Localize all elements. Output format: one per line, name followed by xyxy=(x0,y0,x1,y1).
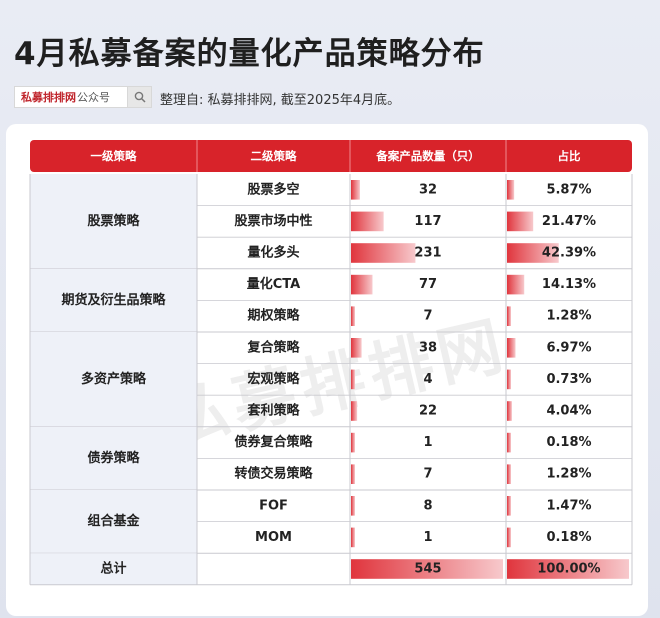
count-bar xyxy=(351,243,416,263)
share-value: 4.04% xyxy=(546,404,591,419)
strategy-label: 股票多空 xyxy=(247,181,299,197)
share-bar xyxy=(507,338,516,358)
group-cell-bg xyxy=(30,332,197,427)
strategy-label: 股票市场中性 xyxy=(234,213,312,229)
share-bar xyxy=(507,401,512,421)
strategy-label: FOF xyxy=(259,498,288,513)
count-value: 117 xyxy=(414,214,441,229)
count-bar xyxy=(351,306,355,326)
table-header-bar xyxy=(30,140,632,172)
count-bar xyxy=(351,274,373,295)
count-bar xyxy=(351,527,355,548)
count-bar xyxy=(351,401,358,421)
group-label: 债券策略 xyxy=(87,450,140,466)
column-header-3: 占比 xyxy=(558,149,581,163)
share-bar xyxy=(507,369,511,390)
search-icon xyxy=(134,91,146,103)
total-share: 100.00% xyxy=(537,562,600,577)
count-bar xyxy=(351,432,355,453)
count-value: 1 xyxy=(423,530,432,545)
strategy-label: 套利策略 xyxy=(246,403,300,419)
share-value: 1.28% xyxy=(546,309,591,324)
count-value: 22 xyxy=(419,404,437,419)
share-value: 6.97% xyxy=(546,340,591,355)
total-count: 545 xyxy=(414,562,441,577)
strategy-label: 转债交易策略 xyxy=(234,466,313,482)
count-bar xyxy=(351,338,362,358)
group-label: 股票策略 xyxy=(87,213,140,229)
watermark-text: 私募排排网 xyxy=(157,309,515,460)
group-label: 期货及衍生品策略 xyxy=(61,292,166,308)
group-label: 多资产策略 xyxy=(81,371,147,387)
search-box[interactable]: 私募排排网 公众号 xyxy=(14,86,152,108)
page-title: 4月私募备案的量化产品策略分布 xyxy=(14,36,485,72)
share-value: 21.47% xyxy=(542,214,596,229)
share-bar xyxy=(507,211,534,232)
share-value: 14.13% xyxy=(542,277,596,292)
count-bar xyxy=(351,211,384,232)
share-bar xyxy=(507,306,511,326)
total-label: 总计 xyxy=(100,561,126,577)
strategy-label: 量化多头 xyxy=(247,245,299,261)
group-cell-bg xyxy=(30,490,197,554)
share-value: 0.18% xyxy=(546,530,591,545)
search-button[interactable] xyxy=(127,87,151,107)
search-brand: 私募排排网 xyxy=(21,91,76,104)
table-card: 私募排排网 一级策略 二级策略 备案产品数量（只） 占比股票策略 股票多空 32 5.87% 股… xyxy=(6,124,648,616)
share-bar xyxy=(507,464,511,484)
total-cell-bg xyxy=(30,553,197,585)
count-value: 1 xyxy=(423,435,432,450)
group-cell-bg xyxy=(30,174,197,269)
count-value: 7 xyxy=(423,467,432,482)
column-header-1: 二级策略 xyxy=(251,149,297,163)
strategy-label: 复合策略 xyxy=(246,339,300,355)
total-share-bar xyxy=(507,559,629,579)
share-bar xyxy=(507,496,511,516)
total-count-bar xyxy=(351,559,503,579)
share-bar xyxy=(507,432,511,453)
strategy-label: 量化CTA xyxy=(247,276,300,292)
share-value: 1.28% xyxy=(546,467,591,482)
share-value: 5.87% xyxy=(546,182,591,197)
share-bar xyxy=(507,527,511,548)
count-value: 32 xyxy=(419,182,437,197)
count-bar xyxy=(351,464,355,484)
column-header-0: 一级策略 xyxy=(91,149,137,163)
search-suffix: 公众号 xyxy=(77,91,110,104)
strategy-label: 期权策略 xyxy=(247,308,300,324)
count-value: 77 xyxy=(419,277,437,292)
strategy-label: 债券复合策略 xyxy=(234,434,313,450)
count-value: 7 xyxy=(423,309,432,324)
count-bar xyxy=(351,496,355,516)
count-value: 38 xyxy=(419,340,437,355)
share-value: 0.18% xyxy=(546,435,591,450)
share-value: 0.73% xyxy=(546,372,591,387)
share-bar xyxy=(507,274,525,295)
share-bar xyxy=(507,243,559,263)
group-cell-bg xyxy=(30,268,197,332)
column-header-2: 备案产品数量（只） xyxy=(375,149,480,163)
group-label: 组合基金 xyxy=(87,513,140,529)
strategy-label: MOM xyxy=(255,530,292,545)
share-bar xyxy=(507,180,515,200)
strategy-label: 宏观策略 xyxy=(247,371,300,387)
count-bar xyxy=(351,180,360,200)
share-value: 1.47% xyxy=(546,498,591,513)
count-value: 231 xyxy=(414,246,441,261)
source-note: 整理自: 私募排排网, 截至2025年4月底。 xyxy=(160,93,401,108)
count-value: 4 xyxy=(423,372,432,387)
count-value: 8 xyxy=(423,498,432,513)
count-bar xyxy=(351,369,355,390)
group-cell-bg xyxy=(30,426,197,490)
share-value: 42.39% xyxy=(542,246,596,261)
